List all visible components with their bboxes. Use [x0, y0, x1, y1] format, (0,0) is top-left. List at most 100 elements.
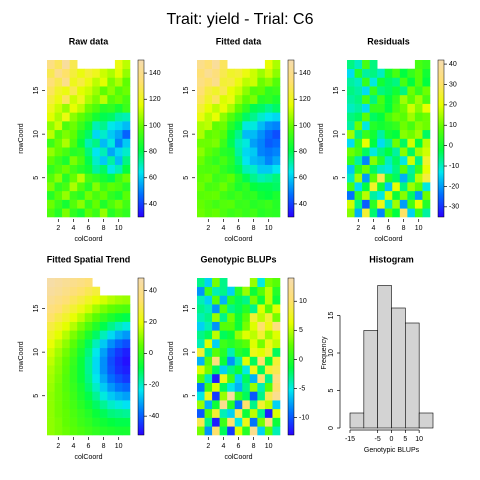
cell: [47, 190, 55, 200]
cell: [69, 365, 78, 375]
cell: [47, 86, 55, 96]
cell: [84, 295, 93, 305]
cell: [234, 121, 243, 131]
cell: [84, 112, 93, 122]
cell: [107, 400, 116, 410]
cell: [107, 147, 116, 157]
cell: [377, 155, 386, 165]
cell: [407, 86, 416, 96]
cell: [54, 86, 63, 96]
cell: [392, 121, 401, 131]
cell: [392, 182, 401, 192]
cell: [384, 94, 393, 104]
cell: [242, 121, 251, 131]
cell: [77, 391, 86, 401]
cell: [249, 321, 258, 331]
cell: [212, 94, 220, 104]
cell: [264, 173, 273, 183]
cell: [242, 147, 251, 157]
cell: [54, 312, 63, 322]
cell: [347, 77, 355, 87]
cell: [197, 347, 205, 357]
cell: [92, 199, 101, 209]
cell: [212, 60, 220, 70]
cell: [122, 408, 131, 418]
cell: [99, 321, 108, 331]
cell: [227, 182, 236, 192]
cell: [257, 321, 266, 331]
cell: [422, 138, 431, 148]
cell: [377, 208, 386, 218]
cell: [114, 173, 123, 183]
cell: [227, 121, 236, 131]
bar: [377, 285, 392, 429]
cell: [204, 190, 213, 200]
cell: [264, 182, 273, 192]
cell: [219, 164, 228, 174]
cell: [84, 129, 93, 139]
cell: [377, 94, 386, 104]
cell: [212, 138, 220, 148]
cell: [264, 190, 273, 200]
cell: [354, 208, 363, 218]
cell: [84, 417, 93, 427]
cell: [122, 295, 131, 305]
cell: [69, 321, 78, 331]
cell: [392, 112, 401, 122]
cell: [122, 190, 131, 200]
cell: [414, 208, 423, 218]
cell: [242, 173, 251, 183]
cell: [249, 112, 258, 122]
cell: [197, 365, 205, 375]
cell: [122, 182, 131, 192]
cell: [69, 129, 78, 139]
cell: [212, 129, 220, 139]
cell: [122, 312, 131, 322]
cell: [369, 121, 378, 131]
cell: [422, 60, 431, 70]
cell: [219, 417, 228, 427]
cell: [122, 121, 131, 131]
cell: [264, 347, 273, 357]
cell: [99, 356, 108, 366]
cell: [212, 400, 220, 410]
cell: [204, 164, 213, 174]
cell: [242, 199, 251, 209]
cell: [219, 121, 228, 131]
cell: [392, 147, 401, 157]
cell: [264, 112, 273, 122]
cell: [212, 304, 220, 314]
cell: [407, 199, 416, 209]
colorbar-label: -20: [149, 382, 159, 389]
cell: [219, 77, 228, 87]
bar: [405, 322, 420, 429]
cell: [197, 312, 205, 322]
cell: [54, 103, 63, 113]
cell: [212, 112, 220, 122]
cell: [92, 408, 101, 418]
cell: [77, 382, 86, 392]
cell: [234, 382, 243, 392]
cell: [122, 86, 131, 96]
cell: [69, 356, 78, 366]
x-tick-label: 2: [356, 225, 360, 232]
cell: [422, 68, 431, 78]
cell: [414, 112, 423, 122]
cell: [62, 339, 70, 349]
cell: [399, 86, 408, 96]
cell: [204, 129, 213, 139]
cell: [212, 356, 220, 366]
cell: [197, 86, 205, 96]
x-tick-label: 8: [252, 225, 256, 232]
cell: [84, 190, 93, 200]
cell: [219, 391, 228, 401]
cell: [362, 77, 370, 87]
cell: [414, 103, 423, 113]
cell: [347, 190, 355, 200]
cell: [114, 182, 123, 192]
cell: [69, 155, 78, 165]
cell: [54, 94, 63, 104]
cell: [362, 94, 370, 104]
cell: [54, 304, 63, 314]
cell: [197, 426, 205, 436]
